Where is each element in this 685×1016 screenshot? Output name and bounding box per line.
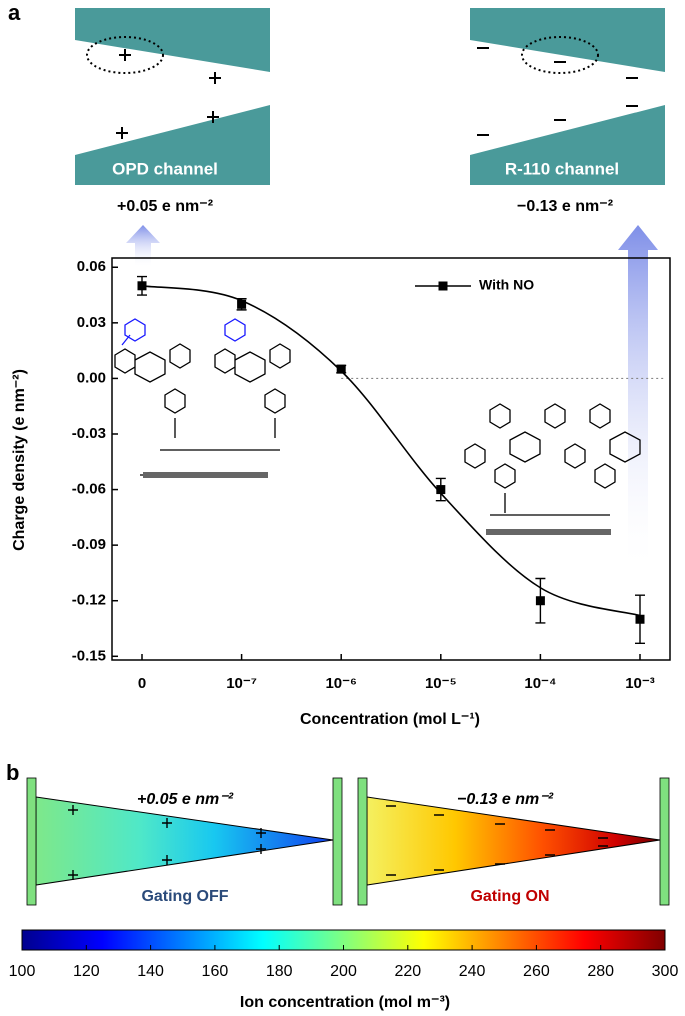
gating-charge: +0.05 e nm⁻²: [137, 791, 234, 808]
colorbar-label: Ion concentration (mol m⁻³): [240, 994, 450, 1011]
gating-diagrams: [26, 777, 670, 906]
surface: [486, 529, 611, 535]
data-point: [137, 281, 147, 291]
gating-charge: −0.13 e nm⁻²: [457, 791, 554, 808]
y-tick-label: 0.06: [77, 258, 106, 275]
r110-channel: [470, 8, 665, 185]
data-point: [535, 596, 545, 606]
gating-state: Gating OFF: [141, 888, 228, 905]
surface: [143, 472, 268, 478]
x-tick-label: 10⁻⁷: [226, 675, 257, 692]
opd-channel: [75, 8, 270, 185]
data-point: [336, 364, 346, 374]
channel-label: OPD channel: [112, 159, 218, 178]
arrow: [126, 225, 160, 268]
gating-state: Gating ON: [470, 888, 549, 905]
channel-charge: −0.13 e nm⁻²: [517, 198, 613, 215]
x-axis-label: Concentration (mol L⁻¹): [300, 711, 480, 728]
y-tick-label: -0.15: [72, 647, 106, 664]
y-tick-label: -0.09: [72, 536, 106, 553]
data-point: [436, 485, 446, 495]
channel-charge: +0.05 e nm⁻²: [117, 198, 213, 215]
molecules: [114, 318, 641, 516]
colorbar-tick-label: 180: [266, 963, 293, 980]
colorbar-tick-label: 200: [330, 963, 357, 980]
data-point: [635, 614, 645, 624]
channel-label: R-110 channel: [505, 159, 619, 178]
plot-frame: [111, 257, 671, 661]
y-tick-label: -0.03: [72, 425, 106, 442]
x-tick-label: 10⁻⁶: [325, 675, 357, 692]
y-tick-label: -0.06: [72, 481, 106, 498]
colorbar-tick-label: 120: [73, 963, 100, 980]
x-tick-label: 10⁻⁴: [524, 675, 556, 692]
colorbar-tick-label: 220: [394, 963, 421, 980]
colorbar-tick-label: 280: [587, 963, 614, 980]
colorbar-tick-label: 300: [652, 963, 679, 980]
x-tick-label: 10⁻³: [625, 675, 655, 692]
legend-marker: [438, 281, 448, 291]
legend-label: With NO: [479, 277, 534, 293]
panel-label: a: [8, 0, 21, 25]
y-axis-label: Charge density (e nm⁻²): [11, 369, 28, 551]
y-tick-label: 0.00: [77, 369, 106, 386]
colorbar-tick-label: 260: [523, 963, 550, 980]
x-tick-label: 0: [138, 675, 146, 692]
y-tick-label: -0.12: [72, 592, 106, 609]
colorbar-tick-label: 240: [459, 963, 486, 980]
colorbar-tick-label: 160: [202, 963, 229, 980]
arrow: [618, 225, 658, 575]
data-point: [237, 299, 247, 309]
y-tick-label: 0.03: [77, 314, 106, 331]
colorbar-tick-label: 140: [137, 963, 164, 980]
panel-label: b: [6, 760, 19, 785]
colorbar-tick-label: 100: [9, 963, 36, 980]
x-tick-label: 10⁻⁵: [425, 675, 457, 692]
